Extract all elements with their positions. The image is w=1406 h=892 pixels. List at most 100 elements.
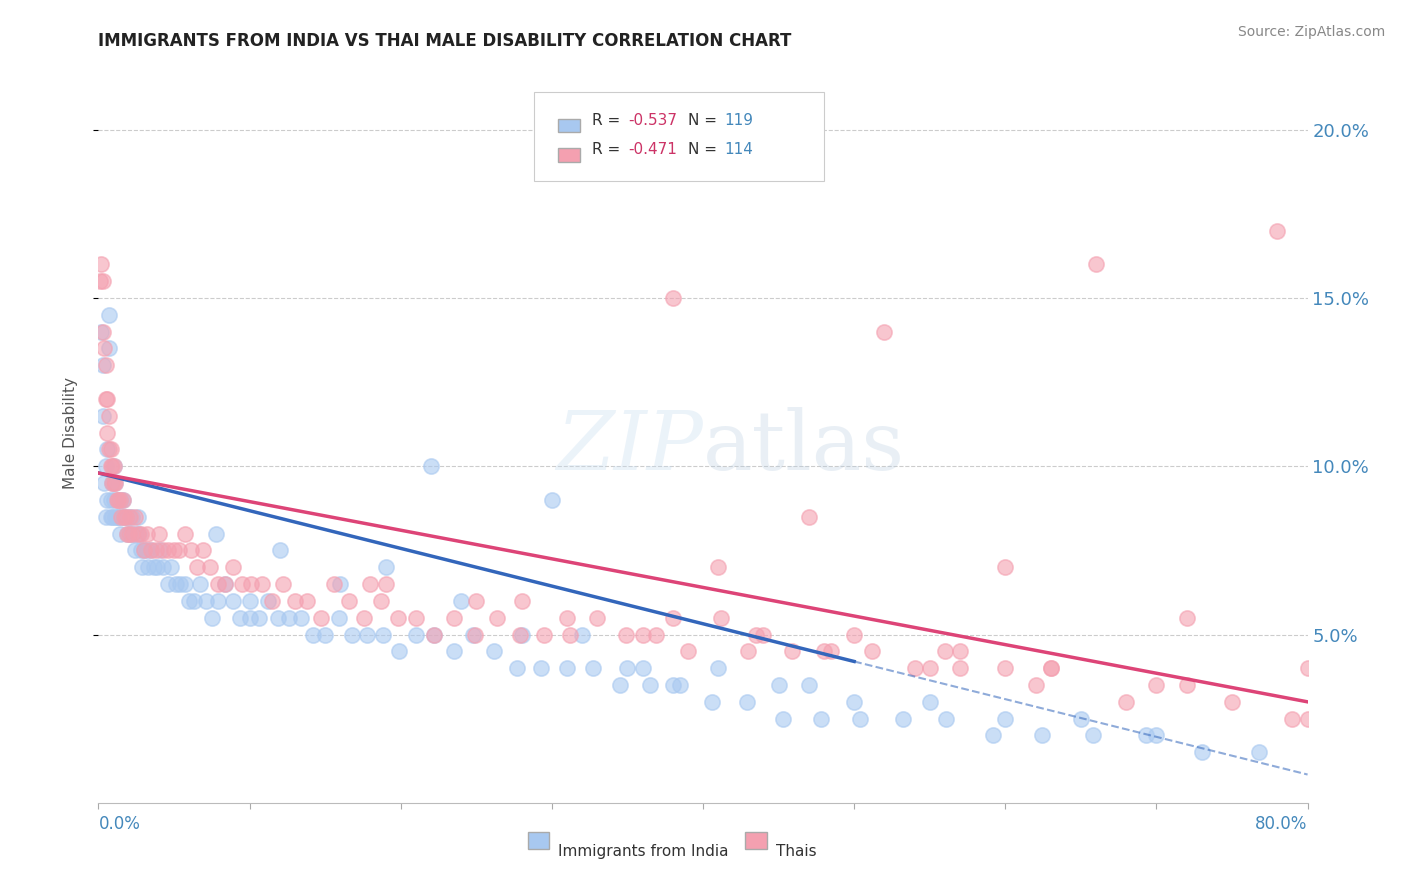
- Point: [111, 492, 134, 507]
- Point: [239, 610, 262, 624]
- Point: [1249, 745, 1271, 759]
- Point: [122, 526, 145, 541]
- Point: [127, 526, 149, 541]
- Point: [98, 308, 121, 322]
- Point: [813, 644, 835, 658]
- Point: [820, 644, 842, 658]
- Point: [107, 492, 129, 507]
- Point: [530, 661, 553, 675]
- Point: [290, 610, 312, 624]
- Point: [173, 526, 195, 541]
- Point: [90, 257, 112, 271]
- Point: [1175, 678, 1198, 692]
- Point: [146, 560, 169, 574]
- Point: [582, 661, 605, 675]
- Point: [96, 392, 118, 406]
- Point: [120, 509, 142, 524]
- Point: [222, 560, 245, 574]
- Point: [443, 610, 465, 624]
- Point: [669, 678, 692, 692]
- Point: [91, 274, 114, 288]
- Point: [105, 509, 128, 524]
- Point: [935, 712, 957, 726]
- Point: [207, 577, 229, 591]
- Point: [91, 359, 114, 373]
- Text: N =: N =: [689, 143, 723, 157]
- Point: [1031, 729, 1053, 743]
- Point: [112, 509, 135, 524]
- Point: [115, 526, 138, 541]
- Point: [91, 325, 114, 339]
- FancyBboxPatch shape: [745, 832, 768, 848]
- FancyBboxPatch shape: [534, 92, 824, 181]
- Point: [918, 661, 941, 675]
- Point: [1024, 678, 1046, 692]
- Text: IMMIGRANTS FROM INDIA VS THAI MALE DISABILITY CORRELATION CHART: IMMIGRANTS FROM INDIA VS THAI MALE DISAB…: [98, 32, 792, 50]
- Text: 114: 114: [724, 143, 754, 157]
- Point: [949, 644, 972, 658]
- Point: [101, 509, 124, 524]
- Point: [314, 627, 336, 641]
- Point: [98, 409, 121, 423]
- Point: [555, 661, 578, 675]
- Point: [145, 543, 167, 558]
- Point: [328, 610, 350, 624]
- Point: [100, 492, 122, 507]
- Point: [609, 678, 631, 692]
- Point: [96, 442, 118, 457]
- Point: [229, 610, 252, 624]
- Point: [1220, 695, 1243, 709]
- Point: [127, 509, 149, 524]
- Point: [240, 577, 263, 591]
- Point: [111, 492, 134, 507]
- Point: [105, 492, 128, 507]
- Point: [250, 577, 273, 591]
- Point: [810, 712, 832, 726]
- Point: [103, 476, 125, 491]
- Point: [152, 543, 174, 558]
- Point: [93, 476, 115, 491]
- Point: [465, 594, 488, 608]
- Point: [131, 560, 153, 574]
- Point: [124, 509, 146, 524]
- Point: [124, 543, 146, 558]
- Point: [780, 644, 803, 658]
- Point: [107, 509, 129, 524]
- Point: [110, 509, 132, 524]
- Point: [1191, 745, 1213, 759]
- Point: [1081, 729, 1104, 743]
- Point: [949, 661, 972, 675]
- Point: [994, 712, 1017, 726]
- Point: [207, 594, 229, 608]
- Point: [302, 627, 325, 641]
- Point: [450, 594, 472, 608]
- Point: [143, 560, 166, 574]
- Point: [256, 594, 278, 608]
- Point: [136, 560, 159, 574]
- Point: [844, 627, 866, 641]
- Point: [353, 610, 375, 624]
- Point: [571, 627, 593, 641]
- Point: [1175, 610, 1198, 624]
- Text: 80.0%: 80.0%: [1256, 814, 1308, 832]
- Point: [510, 594, 533, 608]
- Point: [994, 560, 1017, 574]
- Point: [239, 594, 262, 608]
- Point: [463, 627, 485, 641]
- Point: [707, 661, 730, 675]
- Point: [295, 594, 318, 608]
- Point: [129, 526, 152, 541]
- Point: [94, 509, 117, 524]
- Point: [247, 610, 270, 624]
- Point: [101, 476, 124, 491]
- Point: [661, 610, 683, 624]
- Point: [141, 543, 163, 558]
- Point: [129, 543, 152, 558]
- Point: [96, 492, 118, 507]
- Point: [121, 526, 143, 541]
- Text: -0.471: -0.471: [628, 143, 676, 157]
- Point: [132, 543, 155, 558]
- Point: [873, 325, 896, 339]
- Point: [768, 678, 790, 692]
- Point: [423, 627, 446, 641]
